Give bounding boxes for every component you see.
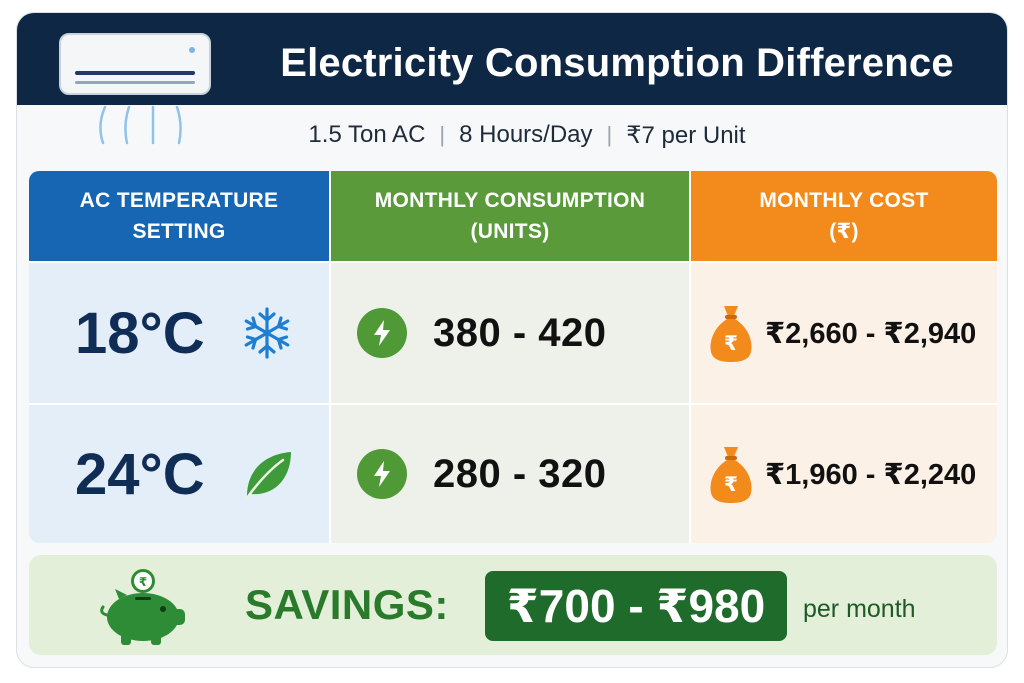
subtitle-separator: |: [606, 122, 613, 147]
temperature-value: 24°C: [75, 441, 205, 507]
consumption-value: 380 - 420: [433, 310, 607, 355]
header-line-1: MONTHLY COST: [759, 189, 929, 212]
header-line-2: (₹): [829, 220, 859, 243]
temperature-column-header: AC TEMPERATURE SETTING: [29, 171, 329, 261]
comparison-table: AC TEMPERATURE SETTING 18°C: [29, 171, 997, 543]
cost-column: MONTHLY COST (₹) ₹ ₹2,660 - ₹2,940: [691, 171, 997, 543]
consumption-column-header: MONTHLY CONSUMPTION (UNITS): [331, 171, 689, 261]
leaf-icon: [245, 452, 291, 500]
cost-column-header: MONTHLY COST (₹): [691, 171, 997, 261]
subtitle-usage-hours: 8 Hours/Day: [459, 121, 593, 148]
money-bag-icon: ₹: [710, 306, 752, 362]
consumption-value: 280 - 320: [433, 451, 607, 496]
table-cell-units-row-1: 380 - 420: [331, 263, 689, 403]
header-bar: Electricity Consumption Difference: [17, 13, 1007, 105]
cost-value: ₹2,660 - ₹2,940: [765, 317, 977, 350]
temperature-column: AC TEMPERATURE SETTING 18°C: [29, 171, 329, 543]
subtitle-separator: |: [439, 122, 446, 147]
lightning-icon: [357, 308, 407, 358]
page-title: Electricity Consumption Difference: [280, 41, 954, 85]
table-cell-cost-row-2: ₹ ₹1,960 - ₹2,240: [691, 403, 997, 543]
infographic-card: Electricity Consumption Difference 1.5 T…: [16, 12, 1008, 668]
savings-period: per month: [803, 595, 916, 623]
table-cell-temp-row-1: 18°C: [29, 263, 329, 403]
subtitle: 1.5 Ton AC | 8 Hours/Day | ₹7 per Unit: [237, 119, 817, 151]
airflow-icon: [99, 105, 182, 145]
savings-amount: ₹700 - ₹980: [485, 571, 787, 641]
subtitle-ac-capacity: 1.5 Ton AC: [308, 121, 426, 148]
header-line-2: SETTING: [132, 220, 226, 243]
svg-text:₹: ₹: [724, 331, 738, 355]
piggy-bank-icon: ₹: [100, 569, 185, 645]
subtitle-unit-price: ₹7 per Unit: [626, 121, 746, 149]
snowflake-icon: [244, 307, 290, 359]
savings-label: SAVINGS:: [245, 581, 449, 628]
table-cell-units-row-2: 280 - 320: [331, 403, 689, 543]
savings-banner: ₹ SAVINGS: ₹700 - ₹980 per month: [29, 555, 997, 655]
header-line-2: (UNITS): [470, 220, 550, 243]
table-cell-temp-row-2: 24°C: [29, 403, 329, 543]
header-line-1: MONTHLY CONSUMPTION: [374, 189, 646, 212]
lightning-icon: [357, 449, 407, 499]
cost-value: ₹1,960 - ₹2,240: [765, 458, 977, 491]
table-cell-cost-row-1: ₹ ₹2,660 - ₹2,940: [691, 263, 997, 403]
money-bag-icon: ₹: [710, 447, 752, 503]
air-conditioner-icon: [59, 33, 211, 95]
temperature-value: 18°C: [75, 300, 205, 366]
svg-text:₹: ₹: [139, 575, 147, 589]
header-line-1: AC TEMPERATURE: [79, 189, 279, 212]
consumption-column: MONTHLY CONSUMPTION (UNITS) 380 - 420 28…: [331, 171, 689, 543]
svg-text:₹: ₹: [724, 472, 738, 496]
